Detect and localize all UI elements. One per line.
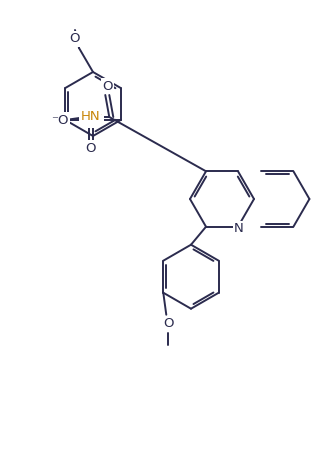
Text: ⁻O: ⁻O <box>51 113 68 127</box>
Text: O: O <box>85 142 96 154</box>
Text: O: O <box>69 32 79 46</box>
Text: O: O <box>102 80 112 92</box>
Text: N: N <box>85 113 94 127</box>
Text: +: + <box>93 110 102 120</box>
Text: O: O <box>163 317 174 330</box>
Text: N: N <box>234 222 244 235</box>
Text: HN: HN <box>80 111 100 123</box>
